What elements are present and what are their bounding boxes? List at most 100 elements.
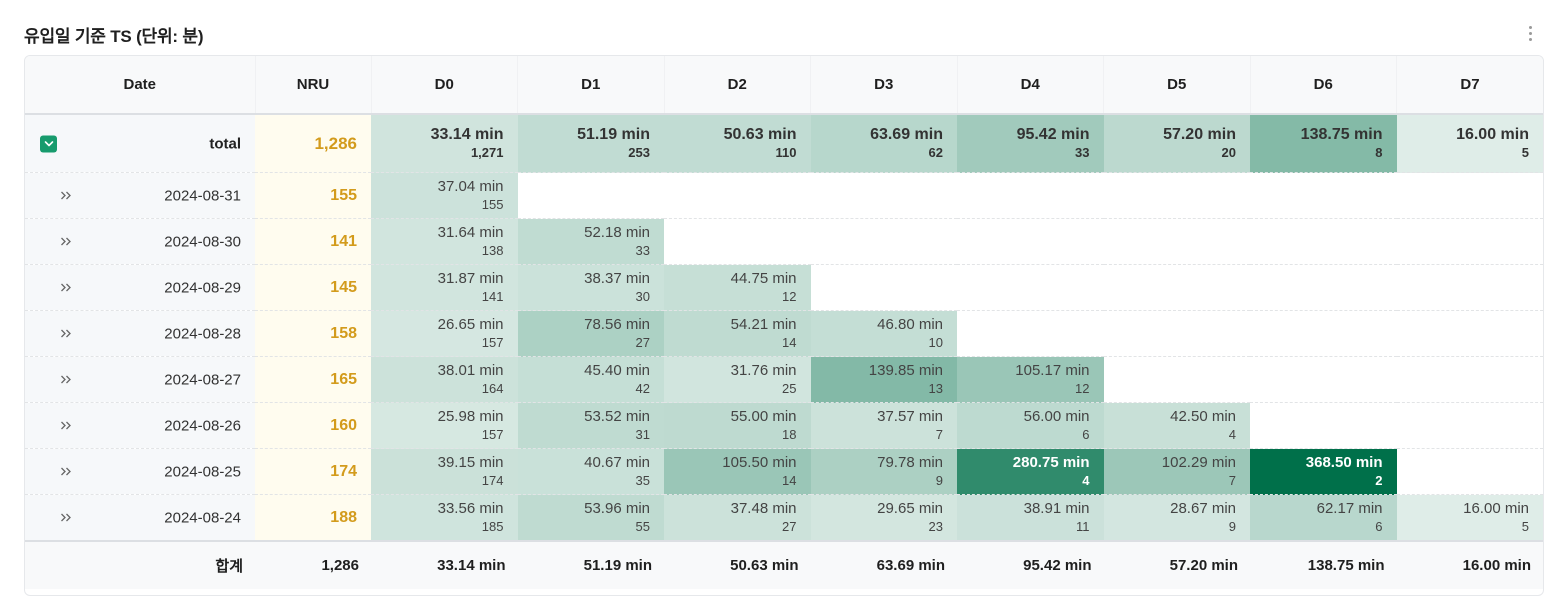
heatmap-cell[interactable]: 280.75 min 4 bbox=[957, 448, 1104, 495]
user-count-value: 12 bbox=[782, 288, 797, 304]
heatmap-cell[interactable]: 46.80 min 10 bbox=[810, 310, 957, 357]
double-chevron-right-icon[interactable] bbox=[60, 187, 72, 204]
heatmap-cell[interactable]: 37.57 min 7 bbox=[810, 402, 957, 449]
heatmap-cell[interactable]: 51.19 min 253 bbox=[517, 114, 664, 173]
heatmap-cell[interactable]: 79.78 min 9 bbox=[810, 448, 957, 495]
avg-minutes-value: 45.40 min bbox=[584, 362, 650, 379]
column-header-d7[interactable]: D7 bbox=[1396, 56, 1543, 115]
user-count-value: 10 bbox=[928, 334, 943, 350]
empty-cell bbox=[810, 264, 957, 311]
heatmap-cell[interactable]: 31.87 min 141 bbox=[371, 264, 518, 311]
heatmap-cell[interactable]: 95.42 min 33 bbox=[957, 114, 1104, 173]
footer-day-total: 33.14 min bbox=[371, 540, 518, 589]
heatmap-cell[interactable]: 16.00 min 5 bbox=[1396, 494, 1543, 542]
heatmap-cell[interactable]: 37.04 min 155 bbox=[371, 172, 518, 219]
heatmap-cell[interactable]: 38.37 min 30 bbox=[517, 264, 664, 311]
column-header-nru[interactable]: NRU bbox=[255, 56, 372, 115]
column-header-d6[interactable]: D6 bbox=[1250, 56, 1397, 115]
heatmap-cell[interactable]: 368.50 min 2 bbox=[1250, 448, 1397, 495]
chevron-down-icon[interactable] bbox=[40, 135, 57, 152]
heatmap-cell[interactable]: 29.65 min 23 bbox=[810, 494, 957, 542]
empty-cell bbox=[1103, 310, 1250, 357]
user-count-value: 27 bbox=[782, 518, 797, 534]
cohort-table-container: Date NRU D0 D1 D2 D3 D4 D5 D6 D7 total 1,286 33.14 … bbox=[24, 55, 1544, 596]
heatmap-cell[interactable]: 63.69 min 62 bbox=[810, 114, 957, 173]
heatmap-cell[interactable]: 139.85 min 13 bbox=[810, 356, 957, 403]
heatmap-cell[interactable]: 78.56 min 27 bbox=[517, 310, 664, 357]
avg-minutes-value: 25.98 min bbox=[437, 408, 504, 425]
heatmap-cell[interactable]: 38.91 min 11 bbox=[957, 494, 1104, 542]
total-label: total bbox=[209, 135, 241, 152]
user-count-value: 7 bbox=[935, 426, 943, 442]
heatmap-cell[interactable]: 50.63 min 110 bbox=[664, 114, 811, 173]
user-count-value: 157 bbox=[481, 426, 504, 442]
empty-cell bbox=[957, 218, 1104, 265]
date-cell: 2024-08-25 bbox=[25, 448, 255, 495]
avg-minutes-value: 37.48 min bbox=[730, 500, 797, 517]
user-count-value: 8 bbox=[1375, 145, 1383, 161]
column-header-d2[interactable]: D2 bbox=[664, 56, 811, 115]
user-count-value: 20 bbox=[1221, 145, 1236, 161]
heatmap-cell[interactable]: 53.52 min 31 bbox=[517, 402, 664, 449]
double-chevron-right-icon[interactable] bbox=[60, 509, 72, 526]
heatmap-cell[interactable]: 62.17 min 6 bbox=[1250, 494, 1397, 542]
empty-cell bbox=[1250, 264, 1397, 311]
heatmap-cell[interactable]: 31.76 min 25 bbox=[664, 356, 811, 403]
double-chevron-right-icon[interactable] bbox=[60, 233, 72, 250]
cohort-table: Date NRU D0 D1 D2 D3 D4 D5 D6 D7 total 1,286 33.14 … bbox=[25, 56, 1543, 589]
user-count-value: 30 bbox=[635, 288, 650, 304]
user-count-value: 157 bbox=[481, 334, 504, 350]
heatmap-cell[interactable]: 33.14 min 1,271 bbox=[371, 114, 518, 173]
avg-minutes-value: 78.56 min bbox=[584, 316, 650, 333]
double-chevron-right-icon[interactable] bbox=[60, 279, 72, 296]
avg-minutes-value: 102.29 min bbox=[1161, 454, 1236, 471]
avg-minutes-value: 37.04 min bbox=[437, 178, 504, 195]
heatmap-cell[interactable]: 52.18 min 33 bbox=[517, 218, 664, 265]
double-chevron-right-icon[interactable] bbox=[60, 371, 72, 388]
heatmap-cell[interactable]: 102.29 min 7 bbox=[1103, 448, 1250, 495]
heatmap-cell[interactable]: 40.67 min 35 bbox=[517, 448, 664, 495]
heatmap-cell[interactable]: 55.00 min 18 bbox=[664, 402, 811, 449]
heatmap-cell[interactable]: 56.00 min 6 bbox=[957, 402, 1104, 449]
column-header-date[interactable]: Date bbox=[25, 56, 256, 115]
heatmap-cell[interactable]: 37.48 min 27 bbox=[664, 494, 811, 542]
table-row: 2024-08-27 165 38.01 min 164 45.40 min 42 31.7… bbox=[25, 356, 1543, 403]
heatmap-cell[interactable]: 33.56 min 185 bbox=[371, 494, 518, 542]
double-chevron-right-icon[interactable] bbox=[60, 463, 72, 480]
double-chevron-right-icon[interactable] bbox=[60, 417, 72, 434]
heatmap-cell[interactable]: 45.40 min 42 bbox=[517, 356, 664, 403]
column-header-d3[interactable]: D3 bbox=[810, 56, 958, 115]
table-row: 2024-08-30 141 31.64 min 138 52.18 min 33 bbox=[25, 218, 1543, 265]
user-count-value: 42 bbox=[635, 380, 650, 396]
heatmap-cell[interactable]: 105.50 min 14 bbox=[664, 448, 811, 495]
column-header-d5[interactable]: D5 bbox=[1103, 56, 1251, 115]
nru-value: 141 bbox=[255, 218, 371, 265]
heatmap-cell[interactable]: 54.21 min 14 bbox=[664, 310, 811, 357]
column-header-d1[interactable]: D1 bbox=[517, 56, 665, 115]
heatmap-cell[interactable]: 53.96 min 55 bbox=[517, 494, 664, 542]
more-options-icon[interactable] bbox=[1522, 22, 1538, 44]
heatmap-cell[interactable]: 44.75 min 12 bbox=[664, 264, 811, 311]
heatmap-cell[interactable]: 39.15 min 174 bbox=[371, 448, 518, 495]
heatmap-cell[interactable]: 57.20 min 20 bbox=[1103, 114, 1250, 173]
user-count-value: 27 bbox=[635, 334, 650, 350]
double-chevron-right-icon[interactable] bbox=[60, 325, 72, 342]
empty-cell bbox=[957, 310, 1104, 357]
heatmap-cell[interactable]: 16.00 min 5 bbox=[1396, 114, 1543, 173]
heatmap-cell[interactable]: 28.67 min 9 bbox=[1103, 494, 1250, 542]
avg-minutes-value: 31.76 min bbox=[730, 362, 797, 379]
empty-cell bbox=[517, 172, 664, 219]
date-cell: 2024-08-26 bbox=[25, 402, 255, 449]
heatmap-cell[interactable]: 105.17 min 12 bbox=[957, 356, 1104, 403]
column-header-d4[interactable]: D4 bbox=[957, 56, 1104, 115]
heatmap-cell[interactable]: 38.01 min 164 bbox=[371, 356, 518, 403]
column-header-d0[interactable]: D0 bbox=[371, 56, 518, 115]
heatmap-cell[interactable]: 26.65 min 157 bbox=[371, 310, 518, 357]
heatmap-cell[interactable]: 42.50 min 4 bbox=[1103, 402, 1250, 449]
avg-minutes-value: 26.65 min bbox=[437, 316, 504, 333]
user-count-value: 5 bbox=[1521, 518, 1529, 534]
heatmap-cell[interactable]: 138.75 min 8 bbox=[1250, 114, 1397, 173]
table-body: total 1,286 33.14 min 1,271 51.19 min 253 50.6… bbox=[25, 114, 1543, 542]
heatmap-cell[interactable]: 31.64 min 138 bbox=[371, 218, 518, 265]
heatmap-cell[interactable]: 25.98 min 157 bbox=[371, 402, 518, 449]
